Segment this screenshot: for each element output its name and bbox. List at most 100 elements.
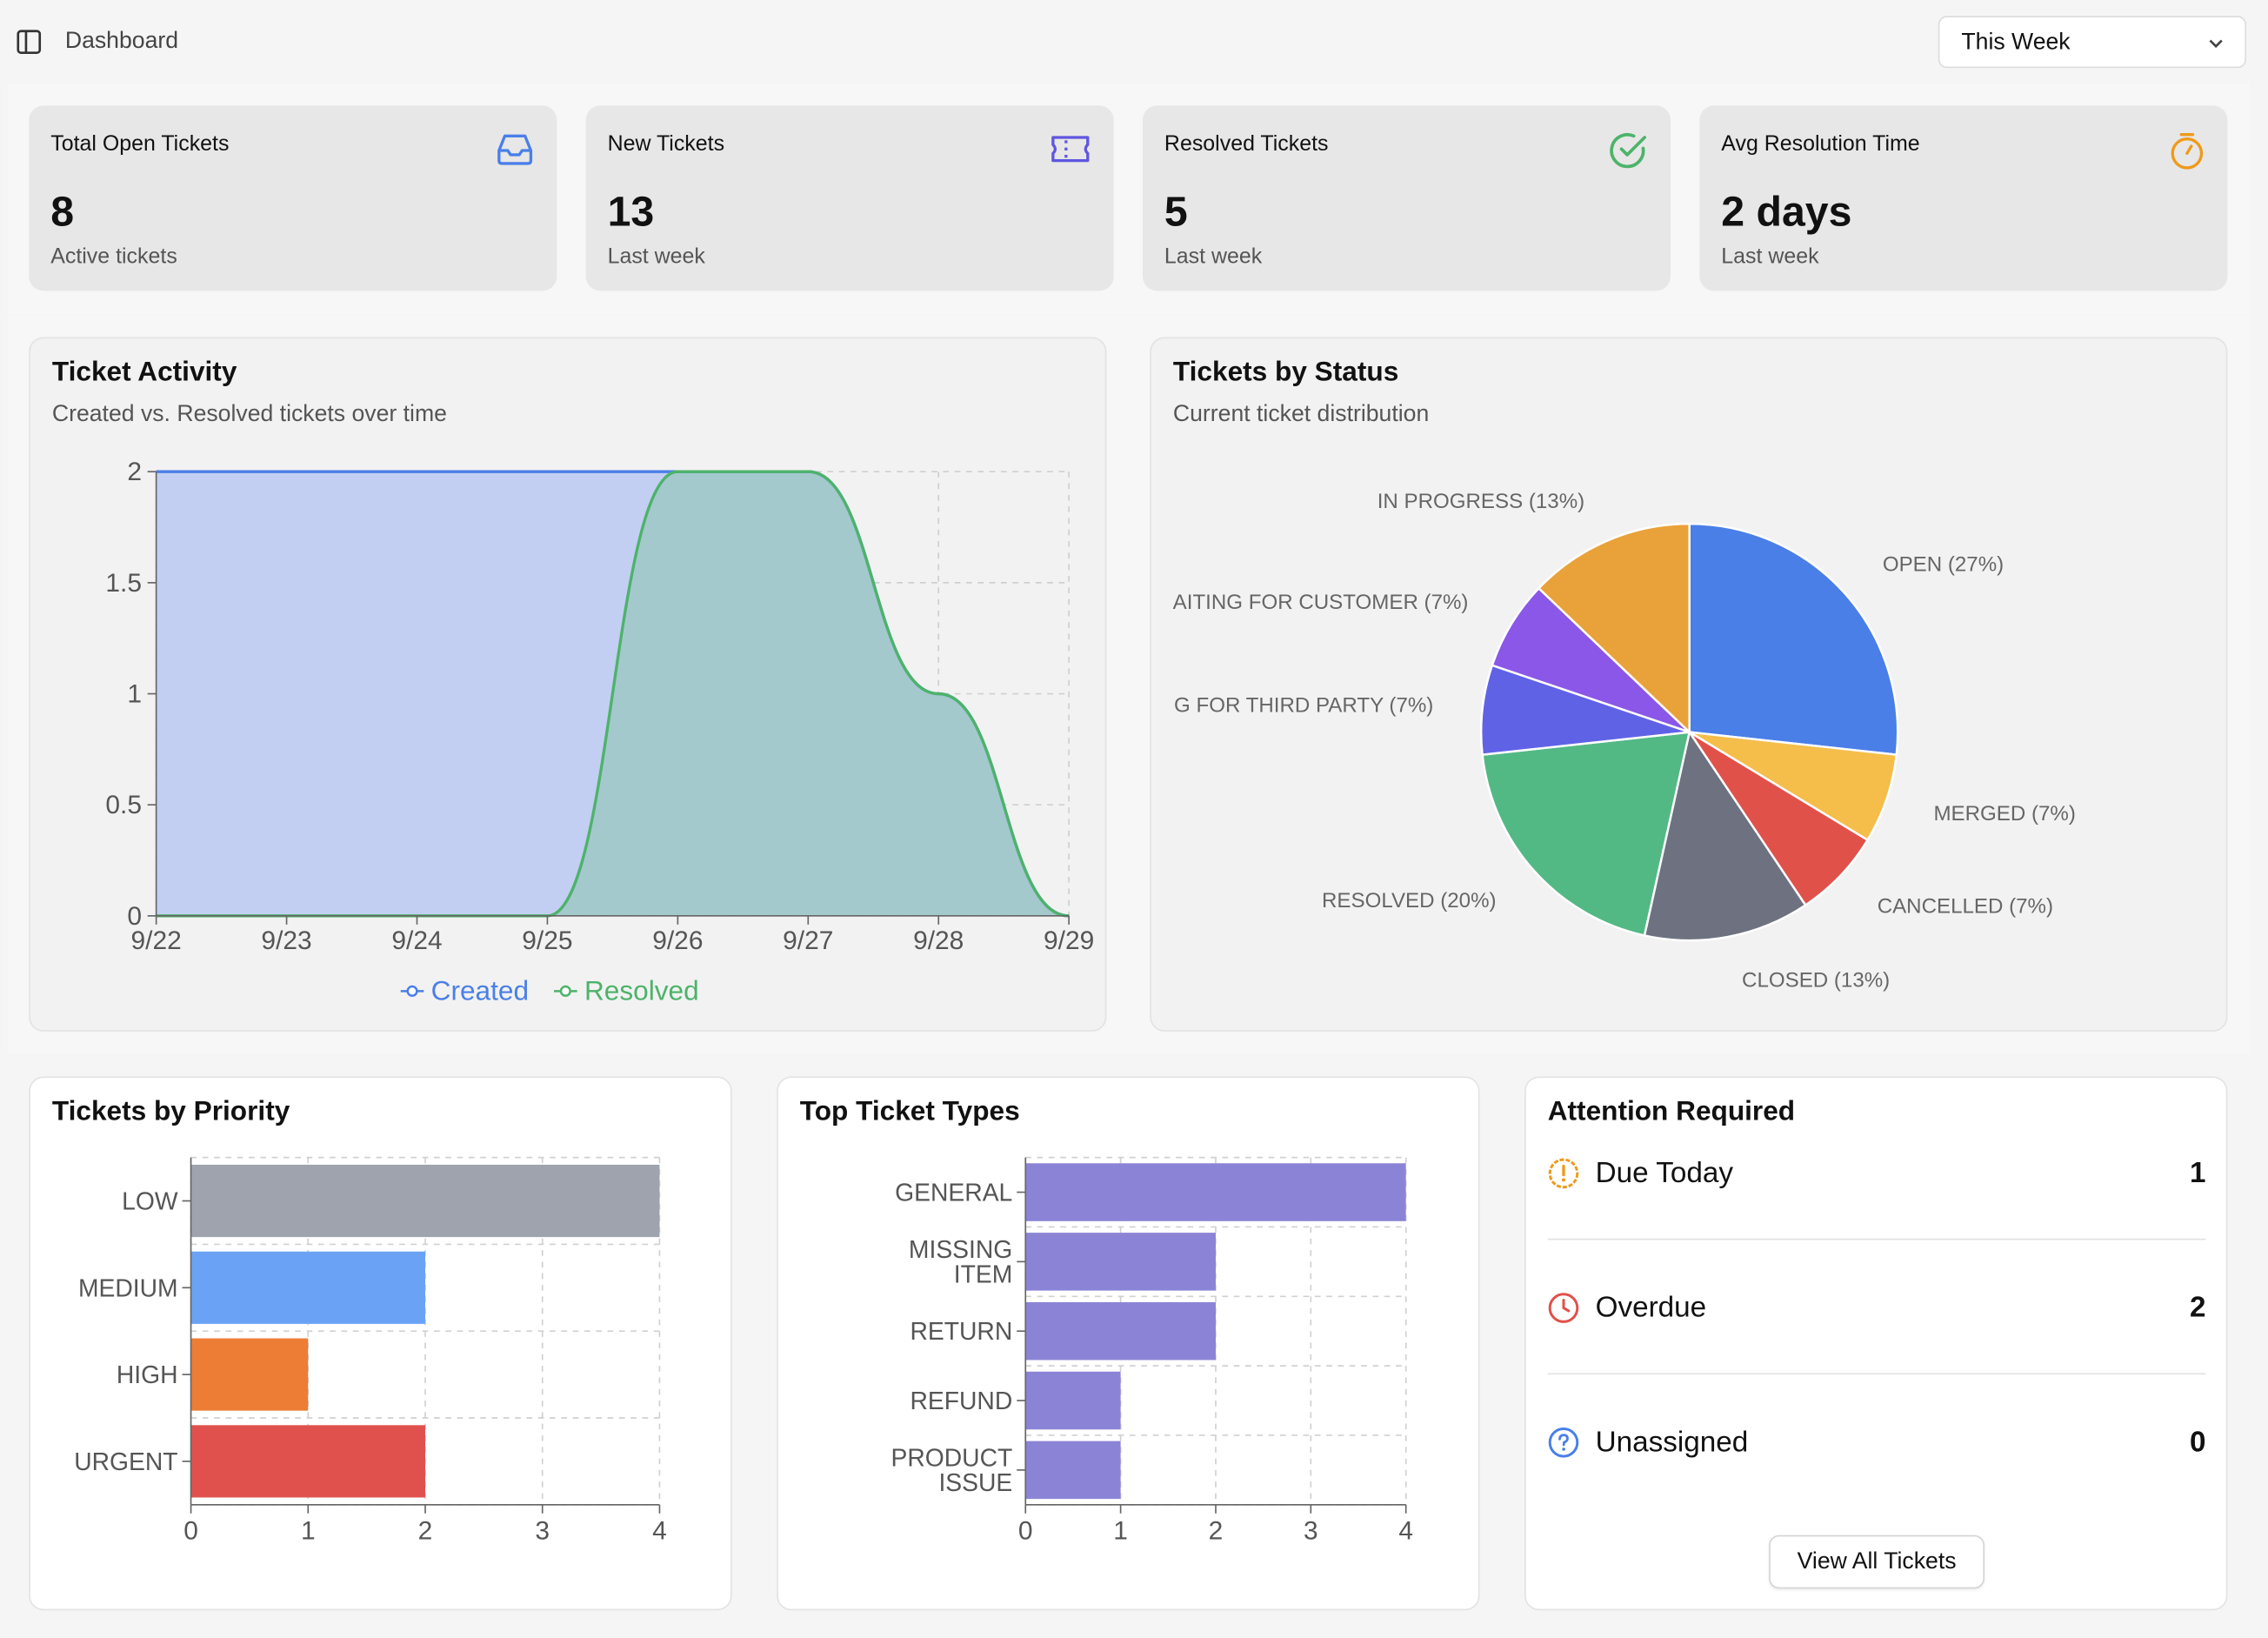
attention-label: Due Today (1595, 1157, 1734, 1190)
card-title: Tickets by Status (1172, 357, 1399, 388)
top-ticket-types-card: Top Ticket Types GENERAL MISSING ITEM RETUR… (777, 1076, 1480, 1611)
help-circle-icon (1548, 1427, 1579, 1458)
view-all-tickets-button[interactable]: View All Tickets (1769, 1534, 1984, 1589)
attention-count: 0 (2189, 1426, 2206, 1459)
clock-icon (1548, 1293, 1579, 1323)
stat-sub: Last week (1721, 244, 1819, 270)
x-tick-label: 9/26 (652, 926, 703, 955)
sidebar-toggle-icon[interactable] (16, 29, 42, 55)
stat-card-open: Total Open Tickets 8 Active tickets (29, 105, 557, 291)
stat-label: Total Open Tickets (50, 131, 230, 157)
date-range-value: This Week (1961, 30, 2071, 56)
stat-label: New Tickets (607, 131, 725, 157)
date-range-select[interactable]: This Week (1938, 16, 2247, 69)
bar (190, 1164, 660, 1238)
pie-slice (1688, 731, 1870, 907)
stat-value: 8 (50, 189, 75, 237)
pie-slice (1491, 586, 1691, 733)
top-bar: Dashboard This Week (0, 0, 2268, 84)
attention-due-today[interactable]: Due Today 1 (1548, 1143, 2205, 1201)
category-label: PRODUCT (891, 1444, 1013, 1472)
stat-label: Avg Resolution Time (1721, 131, 1920, 157)
x-tick-label: 1 (301, 1517, 316, 1546)
pie-label: IN PROGRESS (13%) (1377, 490, 1584, 513)
x-tick-label: 0 (1018, 1517, 1033, 1546)
category-label: RETURN (911, 1317, 1013, 1345)
tickets-by-status-chart: OPEN (27%) MERGED (7%) CANCELLED (7%) CLOSE… (1168, 490, 2076, 992)
bar (1025, 1371, 1121, 1430)
pie-slice (1689, 731, 1898, 842)
bar (1025, 1441, 1121, 1500)
bar (1025, 1163, 1406, 1221)
y-tick-label: 1.5 (105, 569, 142, 598)
pie-label: IG FOR THIRD PARTY (7%) (1168, 693, 1433, 717)
stat-card-new: New Tickets 13 Last week (585, 105, 1114, 291)
category-label: LOW (122, 1187, 178, 1214)
x-tick-label: 3 (1304, 1517, 1318, 1546)
x-tick-label: 9/27 (783, 926, 833, 955)
ticket-icon (1051, 136, 1090, 163)
pie-label: AITING FOR CUSTOMER (7%) (1173, 591, 1469, 614)
ticket-activity-card: Ticket Activity Created vs. Resolved tic… (29, 337, 1107, 1032)
x-tick-label: 0 (183, 1517, 198, 1546)
attention-overdue[interactable]: Overdue 2 (1548, 1278, 2205, 1336)
card-subtitle: Created vs. Resolved tickets over time (51, 402, 447, 427)
legend-marker-dot (559, 985, 571, 997)
pie-label: OPEN (27%) (1883, 553, 2004, 577)
stat-value: 2 days (1721, 189, 1852, 237)
category-label: ISSUE (938, 1468, 1012, 1496)
stat-card-avg-resolution: Avg Resolution Time 2 days Last week (1699, 105, 2228, 291)
x-tick-label: 3 (535, 1517, 550, 1546)
tickets-by-status-card: Tickets by Status Current ticket distrib… (1150, 337, 2228, 1032)
x-tick-label: 2 (418, 1517, 433, 1546)
legend-marker-dot (406, 985, 418, 997)
pie-slice (1643, 729, 1807, 942)
pie-label: MERGED (7%) (1933, 802, 2075, 826)
x-tick-label: 9/24 (391, 926, 442, 955)
pie-slice (1537, 522, 1691, 735)
tickets-by-priority-chart: LOW MEDIUM HIGH URGENT 0 1 2 3 4 (74, 1156, 667, 1546)
x-tick-label: 4 (652, 1517, 667, 1546)
category-label: REFUND (911, 1387, 1013, 1414)
tickets-by-priority-card: Tickets by Priority LOW MEDIUM HIGH URGENT 0… (29, 1076, 732, 1611)
bar (1025, 1233, 1216, 1291)
attention-label: Unassigned (1595, 1426, 1749, 1459)
stat-value: 13 (607, 189, 655, 237)
ticket-activity-chart: 0 0.5 1 1.5 2 9/22 9/23 9/24 9/25 9/26 9/27 9/28 9/2… (105, 458, 1094, 1006)
chevron-down-icon (2209, 39, 2223, 49)
pie-slice (1688, 522, 1899, 757)
legend-label: Resolved (584, 974, 699, 1006)
legend-item-resolved: Resolved (554, 974, 699, 1006)
pie-slice (1479, 664, 1691, 757)
x-tick-label: 9/25 (522, 926, 572, 955)
attention-unassigned[interactable]: Unassigned 0 (1548, 1412, 2206, 1470)
y-tick-label: 2 (127, 458, 142, 486)
y-tick-label: 1 (127, 680, 142, 709)
stat-label: Resolved Tickets (1164, 131, 1329, 157)
category-label: GENERAL (895, 1179, 1012, 1207)
alert-circle-icon (1548, 1158, 1579, 1189)
divider (1547, 1373, 2206, 1375)
stat-sub: Last week (607, 244, 705, 270)
check-circle-icon (1610, 133, 1646, 169)
bar (190, 1251, 425, 1324)
stopwatch-icon (2171, 133, 2204, 170)
card-title: Ticket Activity (51, 357, 237, 388)
series-area-resolved (156, 471, 1070, 916)
category-label: MEDIUM (78, 1274, 178, 1301)
pie-slice (1481, 731, 1691, 937)
pie-label: CANCELLED (7%) (1878, 895, 2053, 919)
x-tick-label: 9/23 (261, 926, 311, 955)
pie-labels: OPEN (27%) MERGED (7%) CANCELLED (7%) CLOSE… (1168, 490, 2076, 992)
x-tick-label: 4 (1398, 1517, 1413, 1546)
page-title: Dashboard (64, 29, 179, 54)
card-title: Attention Required (1547, 1096, 1796, 1127)
pie-label: CLOSED (13%) (1742, 968, 1890, 992)
inbox-icon (497, 134, 533, 165)
x-tick-label: 9/29 (1044, 926, 1094, 955)
bar (190, 1338, 309, 1411)
category-label: HIGH (117, 1361, 178, 1388)
category-label: ITEM (954, 1260, 1013, 1287)
y-tick-label: 0 (127, 902, 142, 931)
